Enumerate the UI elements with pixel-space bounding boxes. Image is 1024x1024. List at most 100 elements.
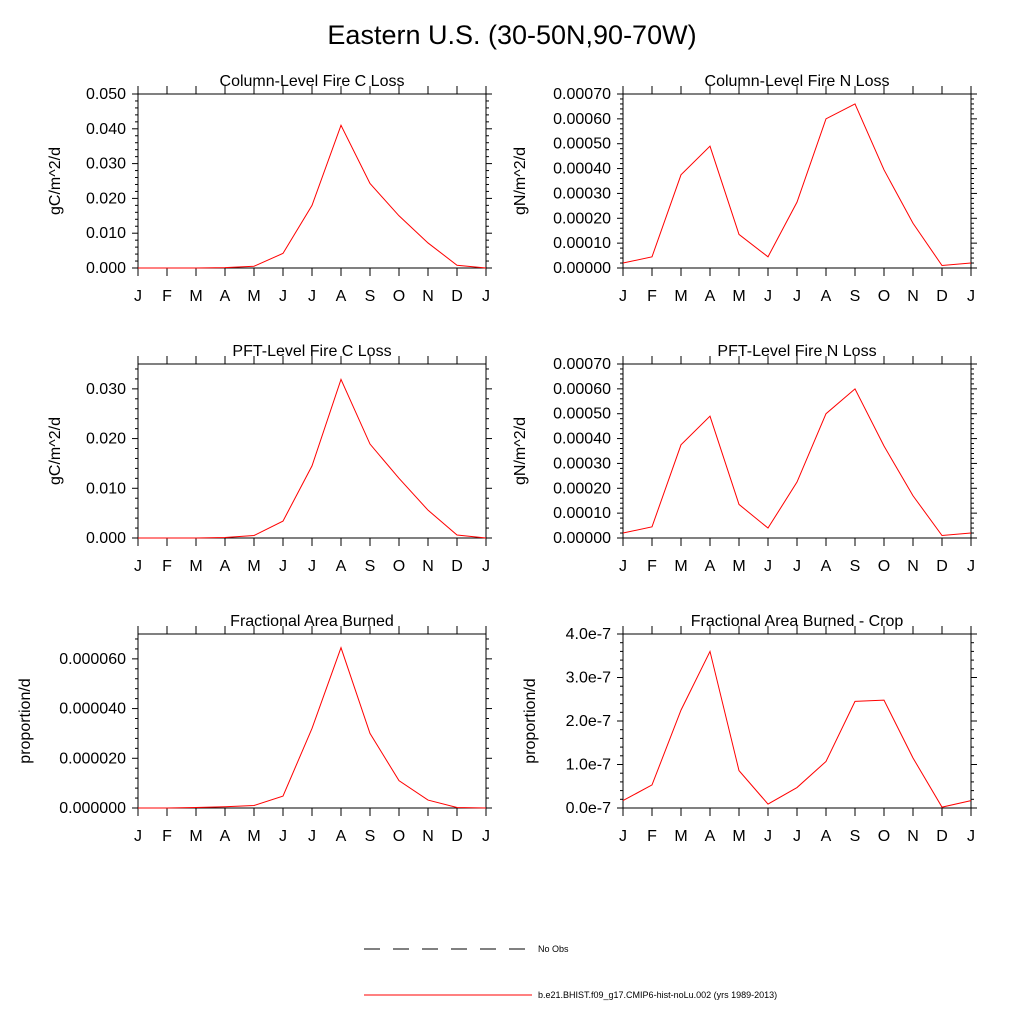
x-tick-label: M (732, 828, 745, 845)
chart-panel-1: Column-Level Fire C Loss gC/m^2/d 0.000 0.0… (47, 73, 492, 305)
legend-obs-label: No Obs (538, 944, 569, 954)
y-tick-label: 0.050 (86, 86, 126, 103)
x-tick-label: A (821, 558, 832, 575)
x-tick-label: J (308, 288, 316, 305)
x-tick-label: F (647, 828, 657, 845)
y-tick-label: 0.010 (86, 480, 126, 497)
x-tick-label: J (764, 288, 772, 305)
plot-frame (622, 633, 972, 809)
y-tick-label: 4.0e-7 (566, 626, 611, 643)
y-tick-label: 0.00070 (553, 356, 611, 373)
x-tick-label: D (936, 288, 948, 305)
x-tick-label: A (336, 828, 347, 845)
x-tick-label: O (878, 828, 890, 845)
x-tick-label: A (220, 828, 231, 845)
y-tick-label: 0.030 (86, 381, 126, 398)
x-tick-label: J (482, 288, 490, 305)
y-tick-label: 0.0e-7 (566, 800, 611, 817)
y-tick-label: 0.00030 (553, 185, 611, 202)
x-tick-label: D (451, 558, 463, 575)
x-tick-label: J (764, 828, 772, 845)
x-tick-label: S (850, 828, 861, 845)
x-tick-label: O (393, 288, 405, 305)
x-tick-label: A (705, 828, 716, 845)
x-tick-label: D (451, 288, 463, 305)
chart-title: Fractional Area Burned - Crop (691, 613, 904, 630)
y-tick-label: 0.020 (86, 431, 126, 448)
y-tick-label: 0.020 (86, 190, 126, 207)
chart-title: Fractional Area Burned (230, 613, 394, 630)
x-tick-label: O (393, 558, 405, 575)
y-tick-label: 2.0e-7 (566, 713, 611, 730)
legend-lines (364, 948, 532, 996)
chart-title: PFT-Level Fire C Loss (232, 343, 391, 360)
y-axis-label: gC/m^2/d (47, 417, 64, 485)
x-tick-label: O (393, 828, 405, 845)
y-tick-label: 0.030 (86, 156, 126, 173)
y-tick-label: 0.000020 (59, 750, 126, 767)
x-tick-label: N (907, 288, 919, 305)
chart-panel-4: PFT-Level Fire N Loss gN/m^2/d 0.00000 0.00… (512, 343, 977, 575)
x-tick-label: N (907, 558, 919, 575)
figure-title: Eastern U.S. (30-50N,90-70W) (327, 20, 697, 50)
x-tick-label: J (793, 288, 801, 305)
x-tick-label: M (247, 558, 260, 575)
x-tick-label: J (482, 828, 490, 845)
x-tick-label: N (422, 828, 434, 845)
x-tick-label: J (279, 828, 287, 845)
x-tick-label: S (365, 828, 376, 845)
y-tick-label: 0.00040 (553, 161, 611, 178)
series-line (622, 649, 972, 808)
x-tick-label: D (451, 828, 463, 845)
y-tick-label: 0.040 (86, 121, 126, 138)
y-tick-label: 0.00070 (553, 86, 611, 103)
x-tick-label: D (936, 828, 948, 845)
chart-panel-2: Column-Level Fire N Loss gN/m^2/d 0.00000 0… (512, 73, 977, 305)
x-tick-label: A (220, 558, 231, 575)
x-tick-label: J (967, 558, 975, 575)
y-tick-label: 0.010 (86, 225, 126, 242)
x-tick-label: S (365, 288, 376, 305)
x-tick-label: S (850, 288, 861, 305)
x-tick-label: A (705, 558, 716, 575)
y-tick-label: 0.00040 (553, 431, 611, 448)
chart-title: PFT-Level Fire N Loss (717, 343, 876, 360)
plot-frame (137, 363, 487, 539)
y-tick-label: 0.00050 (553, 136, 611, 153)
x-tick-label: J (308, 828, 316, 845)
x-tick-label: J (967, 828, 975, 845)
x-tick-label: J (764, 558, 772, 575)
x-tick-label: A (336, 558, 347, 575)
x-tick-label: J (279, 558, 287, 575)
chart-title: Column-Level Fire C Loss (220, 73, 405, 90)
x-tick-label: A (336, 288, 347, 305)
series-line (138, 646, 487, 809)
plot-frame (622, 93, 972, 269)
x-tick-label: M (732, 558, 745, 575)
x-tick-label: N (422, 288, 434, 305)
series-line (622, 103, 972, 267)
x-tick-label: F (647, 288, 657, 305)
y-axis-label: gN/m^2/d (512, 417, 529, 485)
x-tick-label: J (793, 828, 801, 845)
y-tick-label: 0.00050 (553, 406, 611, 423)
x-tick-label: D (936, 558, 948, 575)
x-tick-label: M (189, 828, 202, 845)
x-tick-label: J (619, 828, 627, 845)
x-tick-label: A (220, 288, 231, 305)
x-tick-label: M (732, 288, 745, 305)
plot-frame (622, 363, 972, 539)
x-tick-label: F (162, 288, 172, 305)
y-tick-label: 0.00010 (553, 235, 611, 252)
x-tick-label: F (162, 828, 172, 845)
x-tick-label: A (821, 288, 832, 305)
x-tick-label: J (619, 558, 627, 575)
y-tick-label: 0.00020 (553, 210, 611, 227)
x-tick-label: J (619, 288, 627, 305)
chart-title: Column-Level Fire N Loss (705, 73, 890, 90)
y-axis-label: gN/m^2/d (512, 147, 529, 215)
x-tick-label: J (482, 558, 490, 575)
y-tick-label: 0.00000 (553, 260, 611, 277)
